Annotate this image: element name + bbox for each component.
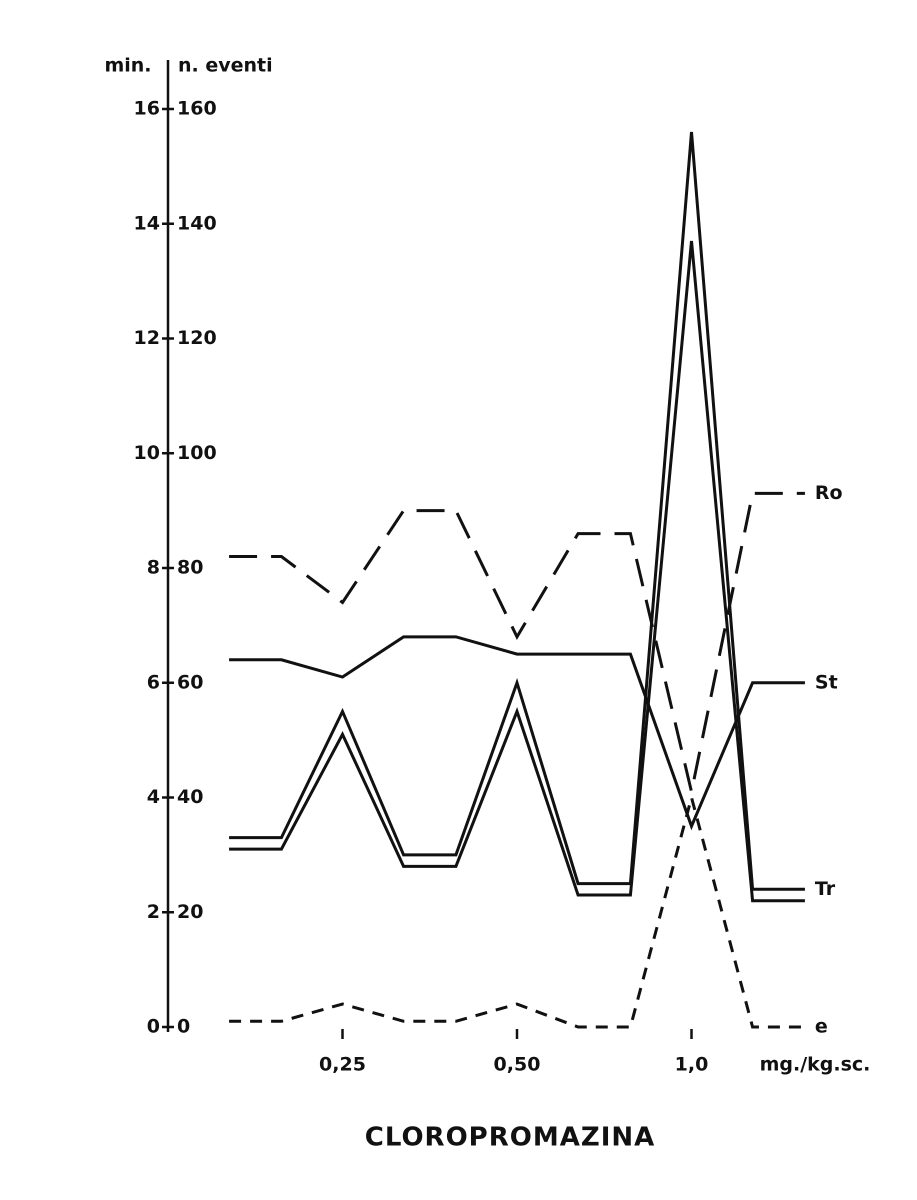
x-tick-label: 0,50: [494, 1054, 541, 1076]
series-label: St: [815, 671, 838, 693]
series-line: [229, 791, 805, 1029]
y-tick-label: 16: [134, 98, 160, 120]
series-label: e: [815, 1016, 828, 1038]
y-axis-label: min.: [104, 55, 151, 77]
y-tick-label: 2: [147, 901, 160, 923]
y2-tick-label: 100: [177, 442, 217, 464]
y2-axis-label: n. eventi: [178, 55, 273, 77]
x-tick-label: 0,25: [319, 1054, 366, 1076]
y-tick-label: 14: [134, 212, 160, 234]
y-tick-label: 4: [147, 786, 160, 808]
y2-tick-label: 40: [177, 786, 203, 808]
y-tick-label: 10: [134, 442, 160, 464]
y2-tick-label: 20: [177, 901, 203, 923]
y-tick-label: 0: [147, 1016, 160, 1038]
series-line: [229, 635, 805, 831]
y2-tick-label: 120: [177, 327, 217, 349]
y2-tick-label: 140: [177, 212, 217, 234]
series-label: Ro: [815, 482, 843, 504]
chart-title: CLOROPROMAZINA: [365, 1123, 656, 1153]
series-label: Tr: [815, 878, 836, 900]
y-tick-label: 12: [134, 327, 160, 349]
y2-tick-label: 0: [177, 1016, 190, 1038]
series-line: [229, 240, 805, 903]
x-tick-label: 1,0: [675, 1054, 709, 1076]
y2-tick-label: 80: [177, 557, 203, 579]
series-line: [229, 491, 805, 793]
series-line: [229, 131, 805, 891]
y-tick-label: 8: [147, 557, 160, 579]
y-tick-label: 6: [147, 671, 160, 693]
x-axis-label: mg./kg.sc.: [760, 1054, 871, 1076]
y2-tick-label: 60: [177, 671, 203, 693]
y2-tick-label: 160: [177, 98, 217, 120]
